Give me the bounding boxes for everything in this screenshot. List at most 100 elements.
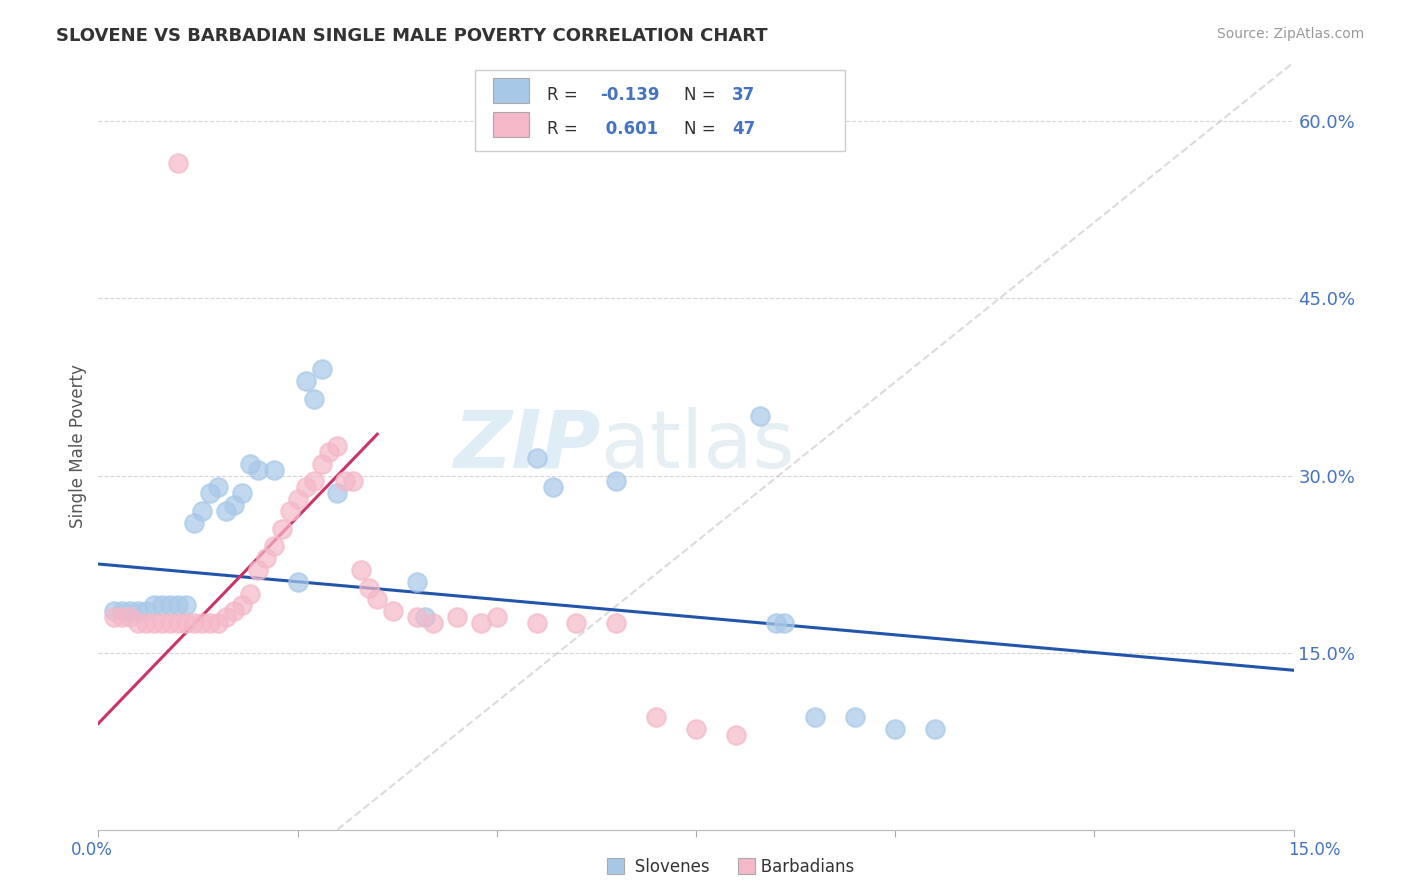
Text: 0.0%: 0.0% bbox=[70, 840, 112, 858]
Point bbox=[135, 615, 157, 630]
Point bbox=[159, 615, 181, 630]
Point bbox=[605, 475, 627, 489]
Point bbox=[645, 710, 668, 724]
Point bbox=[150, 615, 173, 630]
Bar bbox=[494, 112, 529, 136]
Point bbox=[174, 599, 197, 613]
Point bbox=[215, 610, 238, 624]
Text: R =: R = bbox=[547, 86, 582, 103]
Point bbox=[183, 615, 205, 630]
Text: -0.139: -0.139 bbox=[600, 86, 659, 103]
Point bbox=[215, 504, 238, 518]
Point bbox=[884, 723, 907, 737]
Point bbox=[174, 615, 197, 630]
Point bbox=[772, 615, 794, 630]
Point bbox=[406, 574, 429, 589]
Point bbox=[159, 599, 181, 613]
Point bbox=[526, 615, 548, 630]
Point bbox=[120, 604, 142, 618]
Text: N =: N = bbox=[685, 86, 721, 103]
Point bbox=[111, 604, 134, 618]
Point bbox=[413, 610, 436, 624]
Point bbox=[263, 462, 285, 476]
Text: Source: ZipAtlas.com: Source: ZipAtlas.com bbox=[1216, 27, 1364, 41]
Point bbox=[103, 604, 125, 618]
Point bbox=[207, 480, 229, 494]
Point bbox=[470, 615, 492, 630]
Bar bbox=[475, 70, 845, 151]
Point bbox=[342, 475, 364, 489]
Point bbox=[350, 563, 373, 577]
Point bbox=[844, 710, 866, 724]
Point bbox=[541, 480, 564, 494]
Text: 37: 37 bbox=[733, 86, 755, 103]
Point bbox=[150, 599, 173, 613]
Point bbox=[318, 445, 340, 459]
Bar bbox=[494, 78, 529, 103]
Point bbox=[605, 615, 627, 630]
Point bbox=[485, 610, 508, 624]
Point bbox=[359, 581, 381, 595]
Text: SLOVENE VS BARBADIAN SINGLE MALE POVERTY CORRELATION CHART: SLOVENE VS BARBADIAN SINGLE MALE POVERTY… bbox=[56, 27, 768, 45]
Point bbox=[239, 586, 262, 600]
Point bbox=[222, 498, 245, 512]
Text: N =: N = bbox=[685, 120, 721, 138]
Point bbox=[526, 450, 548, 465]
Point bbox=[804, 710, 827, 724]
Point bbox=[748, 409, 770, 424]
Point bbox=[246, 462, 269, 476]
Point bbox=[135, 604, 157, 618]
Point bbox=[167, 615, 190, 630]
Point bbox=[382, 604, 405, 618]
Point bbox=[366, 592, 388, 607]
Text: Slovenes: Slovenes bbox=[619, 858, 709, 876]
Text: ZIP: ZIP bbox=[453, 407, 600, 485]
Point bbox=[127, 615, 149, 630]
Point bbox=[231, 486, 253, 500]
Point bbox=[326, 439, 349, 453]
Point bbox=[167, 155, 190, 169]
Point bbox=[406, 610, 429, 624]
Point bbox=[326, 486, 349, 500]
Point bbox=[143, 599, 166, 613]
Point bbox=[191, 504, 214, 518]
Point bbox=[287, 492, 309, 507]
Point bbox=[335, 475, 357, 489]
Point bbox=[167, 599, 190, 613]
Point bbox=[263, 539, 285, 553]
Point bbox=[302, 392, 325, 406]
Y-axis label: Single Male Poverty: Single Male Poverty bbox=[69, 364, 87, 528]
Point bbox=[278, 504, 301, 518]
Point bbox=[270, 522, 292, 536]
Point bbox=[111, 610, 134, 624]
Point bbox=[302, 475, 325, 489]
Text: atlas: atlas bbox=[600, 407, 794, 485]
Point bbox=[222, 604, 245, 618]
Point bbox=[183, 516, 205, 530]
Text: Barbadians: Barbadians bbox=[745, 858, 855, 876]
Point bbox=[231, 599, 253, 613]
Point bbox=[294, 374, 316, 388]
Point bbox=[239, 457, 262, 471]
Point bbox=[207, 615, 229, 630]
Point bbox=[446, 610, 468, 624]
Point bbox=[565, 615, 588, 630]
Point bbox=[127, 604, 149, 618]
Point bbox=[685, 723, 707, 737]
Text: R =: R = bbox=[547, 120, 582, 138]
Point bbox=[765, 615, 787, 630]
Point bbox=[287, 574, 309, 589]
Point bbox=[191, 615, 214, 630]
Point bbox=[422, 615, 444, 630]
Point bbox=[120, 610, 142, 624]
Point bbox=[254, 551, 277, 566]
Text: 47: 47 bbox=[733, 120, 755, 138]
Point bbox=[724, 728, 747, 742]
Point bbox=[246, 563, 269, 577]
Point bbox=[198, 486, 221, 500]
Point bbox=[311, 362, 333, 376]
Point bbox=[103, 610, 125, 624]
Text: 0.601: 0.601 bbox=[600, 120, 658, 138]
Text: 15.0%: 15.0% bbox=[1288, 840, 1341, 858]
Point bbox=[143, 615, 166, 630]
